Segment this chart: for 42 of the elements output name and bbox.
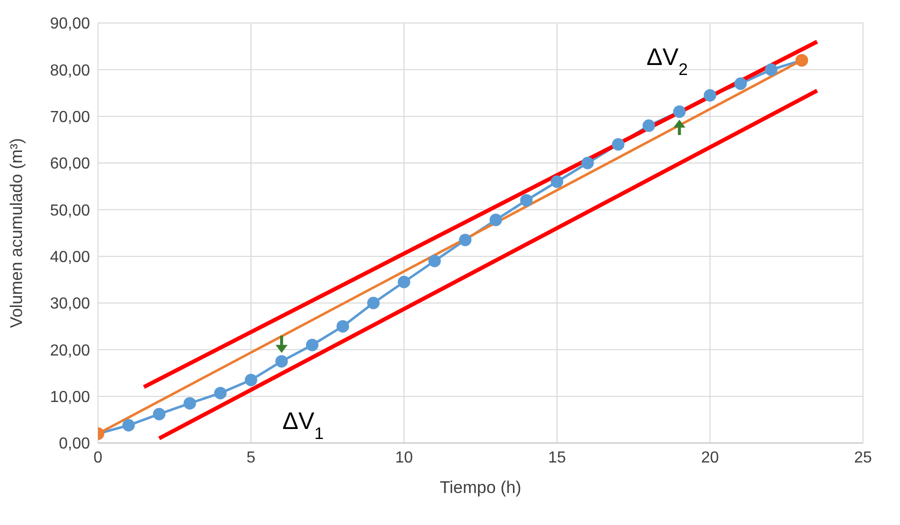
point [336,320,350,333]
point [612,138,624,151]
y-tick-label: 20,00 [50,342,90,360]
y-tick-label: 50,00 [50,202,90,220]
x-axis-title: Tiempo (h) [440,478,522,497]
x-tick-label: 20 [701,449,719,466]
y-tick-label: 0,00 [58,436,90,453]
point [428,254,441,268]
point [122,419,135,432]
y-tick-label: 40,00 [50,249,90,266]
point [244,374,258,386]
point [734,77,747,90]
y-tick-label: 70,00 [50,109,90,126]
point [520,194,533,207]
point [550,175,564,188]
y-tick-label: 80,00 [50,62,90,80]
point [704,89,716,102]
point [642,119,656,132]
point [581,156,594,170]
point [275,355,288,368]
point [764,63,778,76]
point [184,397,196,410]
x-tick-label: 0 [94,449,103,466]
y-tick-label: 10,00 [50,389,90,406]
y-axis-title: Volumen acumulado (m³) [7,138,26,328]
x-tick-label: 25 [854,449,872,466]
point [398,276,410,288]
point [367,296,380,310]
point [306,338,318,352]
y-tick-label: 60,00 [50,156,90,173]
point [152,408,166,420]
point [673,105,686,118]
x-tick-label: 10 [395,449,413,466]
point [490,214,502,226]
point [214,386,227,400]
y-tick-label: 30,00 [50,296,90,313]
y-tick-label: 90,00 [50,16,90,33]
annotation: ΔV$_{2}$ [646,44,688,78]
x-tick-label: 15 [548,449,566,466]
point [458,234,472,246]
x-tick-label: 5 [246,449,256,466]
annotation: ΔV$_{1}$ [282,408,324,442]
